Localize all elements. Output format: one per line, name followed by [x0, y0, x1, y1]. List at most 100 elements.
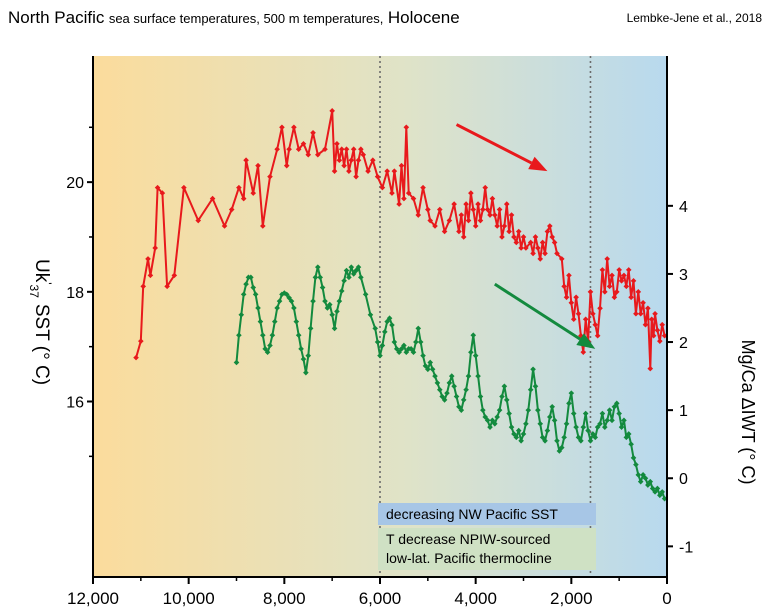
- iwt-series-point: [477, 393, 484, 400]
- left-axis-label-main: Uk: [31, 259, 52, 283]
- sst-series-point: [322, 146, 328, 153]
- iwt-series-point: [508, 424, 515, 430]
- iwt-series-point: [494, 414, 500, 420]
- iwt-series-point: [396, 349, 402, 356]
- sst-series-point: [582, 316, 589, 323]
- sst-series-point: [138, 338, 144, 344]
- sst-series-point: [590, 310, 596, 317]
- sst-series-point: [480, 206, 486, 213]
- title-main-b: Holocene: [387, 8, 460, 27]
- sst-series-point: [621, 272, 627, 279]
- left-axis-label-sup: ': [40, 282, 54, 284]
- iwt-series-point: [238, 311, 245, 318]
- sst-series-point: [499, 234, 505, 240]
- iwt-series-point: [551, 417, 558, 424]
- iwt-series-point: [288, 298, 295, 304]
- sst-series-point: [465, 217, 472, 224]
- iwt-series-point: [642, 475, 649, 482]
- sst-series-point: [350, 146, 357, 153]
- sst-series-point: [511, 234, 517, 240]
- left-axis-label: Uk'37 SST (° C): [27, 259, 54, 385]
- iwt-series-point: [647, 478, 654, 485]
- iwt-series-point: [326, 301, 333, 308]
- iwt-series-point: [305, 352, 312, 359]
- iwt-series-point: [236, 332, 242, 339]
- sst-series-point: [637, 310, 644, 317]
- iwt-series-point: [594, 424, 601, 430]
- chart-title: North Pacific sea surface temperatures, …: [8, 8, 762, 32]
- iwt-series-point: [389, 322, 395, 328]
- sst-series-point: [650, 332, 657, 339]
- sst-series-point: [618, 278, 625, 284]
- right-tick-label: 3: [679, 267, 688, 284]
- iwt-series-point: [590, 431, 596, 437]
- iwt-series-point: [523, 420, 529, 427]
- sst-series-point: [250, 190, 257, 196]
- sst-series-point: [468, 190, 474, 196]
- iwt-series-point: [310, 298, 316, 304]
- iwt-series-point: [468, 349, 474, 356]
- iwt-series-point: [657, 492, 663, 499]
- iwt-series-point: [329, 311, 335, 318]
- iwt-series-point: [413, 339, 419, 345]
- sst-series-point: [441, 228, 448, 235]
- sst-series-point: [360, 151, 367, 158]
- iwt-series-point: [492, 420, 498, 427]
- sst-series-point: [604, 256, 611, 262]
- sst-series-point: [236, 184, 242, 191]
- sst-series-point: [492, 212, 498, 218]
- iwt-series-point: [544, 427, 551, 434]
- iwt-series-point: [260, 332, 266, 339]
- sst-series-point: [587, 289, 594, 295]
- sst-series-point: [623, 283, 630, 290]
- sst-series-point: [329, 108, 335, 114]
- iwt-series-point: [487, 424, 493, 430]
- iwt-series-point: [458, 407, 465, 413]
- sst-series-point: [338, 146, 345, 153]
- sst-series-point: [370, 157, 376, 163]
- sst-series-point: [255, 162, 261, 169]
- iwt-series-point: [501, 383, 508, 390]
- iwt-series-point: [518, 437, 524, 444]
- sst-series-point: [300, 140, 307, 147]
- sst-series-point: [159, 190, 166, 196]
- sst-series-point: [558, 256, 565, 262]
- sst-series-point: [573, 294, 579, 301]
- iwt-series-point: [539, 434, 546, 441]
- iwt-series-point: [547, 414, 553, 420]
- left-axis-label-sub: 37: [27, 285, 41, 299]
- sst-series-point: [346, 168, 352, 174]
- sst-series-point: [164, 283, 170, 290]
- right-tick-label: 2: [679, 335, 688, 352]
- x-axis-ticks: 12,000 10,000 8,000 6,000 4,000 2,000 0: [67, 577, 672, 608]
- iwt-series-point: [248, 274, 254, 281]
- iwt-series-point: [343, 267, 350, 274]
- trend-arrow-head: [528, 156, 548, 172]
- iwt-series-point: [403, 349, 410, 356]
- iwt-series-point: [640, 472, 646, 478]
- iwt-series-point: [616, 410, 622, 417]
- right-axis-label: Mg/Ca ΔIWT (° C): [738, 340, 758, 485]
- sst-series-point: [384, 168, 390, 174]
- sst-series-point: [640, 299, 646, 306]
- iwt-series-point: [637, 478, 644, 485]
- sst-series-point: [609, 272, 615, 279]
- iwt-series-point: [513, 434, 520, 441]
- iwt-series-point: [489, 417, 496, 424]
- iwt-series-point: [252, 291, 259, 298]
- iwt-series-point: [295, 332, 302, 339]
- iwt-series-point: [391, 339, 398, 345]
- sst-series-point: [518, 245, 524, 251]
- sst-series-point: [611, 294, 618, 301]
- sst-series-point: [547, 223, 553, 229]
- title-subtitle: sea surface temperatures, 500 m temperat…: [108, 11, 384, 26]
- iwt-series-point: [592, 434, 599, 441]
- iwt-series-point: [549, 403, 555, 410]
- title-main-a: North Pacific: [8, 8, 105, 27]
- x-tick-label: 6,000: [359, 589, 402, 608]
- sst-series-point: [542, 250, 548, 257]
- iwt-series-point: [384, 318, 390, 325]
- iwt-series-point: [480, 407, 486, 413]
- iwt-series-point: [434, 380, 441, 386]
- sst-series-point: [594, 332, 601, 339]
